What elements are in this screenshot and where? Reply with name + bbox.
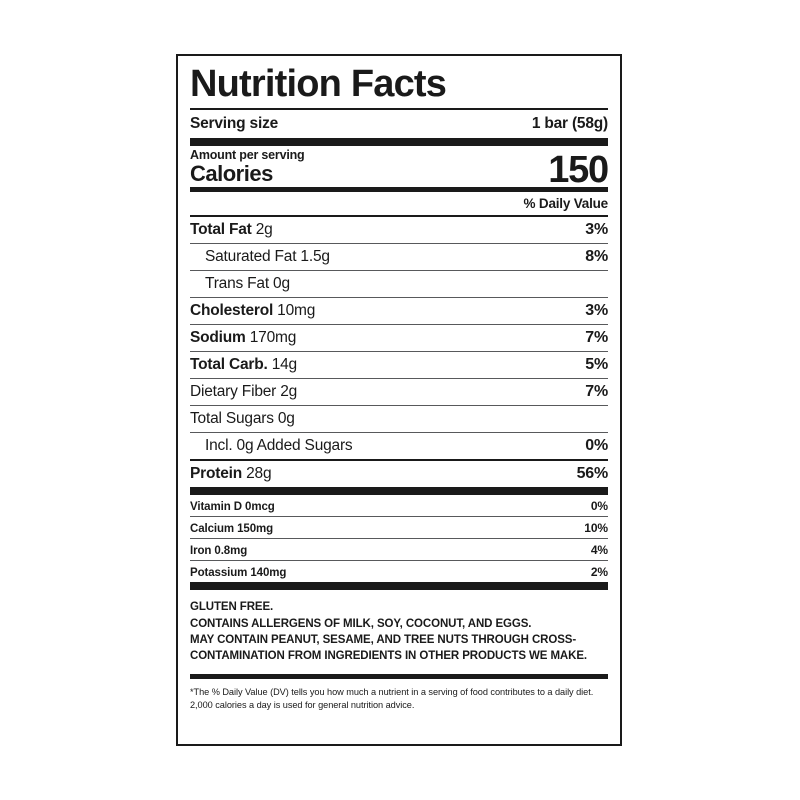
nutrient-row-divider — [190, 243, 608, 245]
serving-size-value: 1 bar (58g) — [531, 114, 608, 132]
nutrient-row-divider — [190, 297, 608, 299]
nutrient-name: Cholesterol 10mg — [190, 302, 316, 320]
footnote-line: *The % Daily Value (DV) tells you how mu… — [190, 686, 594, 697]
serving-size-label: Serving size — [190, 114, 279, 132]
nutrient-row-divider — [190, 459, 608, 462]
footnote-line: 2,000 calories a day is used for general… — [190, 700, 415, 711]
nutrient-name: Total Carb. 14g — [190, 356, 297, 374]
nutrient-daily-value: 7% — [585, 329, 608, 347]
nutrient-row-divider — [190, 405, 608, 407]
nutrient-row: Dietary Fiber 2g 7% — [190, 379, 608, 405]
vitamin-name: Iron 0.8mg — [190, 544, 248, 557]
vitamin-row-divider — [190, 538, 608, 540]
vitamin-daily-value: 4% — [590, 542, 608, 557]
nutrient-row: Protein 28g 56% — [190, 461, 608, 487]
calories-row: Amount per serving Calories 150 — [190, 146, 609, 192]
nutrient-row: Trans Fat 0g — [190, 271, 608, 297]
nutrient-row: Cholesterol 10mg 3% — [190, 298, 608, 324]
vitamin-name: Calcium 150mg — [190, 522, 274, 535]
vitamin-daily-value: 0% — [590, 498, 608, 513]
nutrient-row: Total Carb. 14g 5% — [190, 352, 608, 378]
allergen-line: CONTAINS ALLERGENS OF MILK, SOY, COCONUT… — [190, 617, 532, 630]
nutrient-row-divider — [190, 432, 608, 434]
nutrient-name: Total Fat 2g — [190, 221, 273, 239]
vitamin-row-divider — [190, 516, 608, 518]
vitamin-row: Calcium 150mg 10% — [190, 517, 608, 538]
nutrient-row-divider — [190, 270, 608, 272]
amount-per-serving-label: Amount per serving — [190, 147, 305, 162]
nutrient-daily-value: 7% — [585, 383, 608, 401]
allergen-line: MAY CONTAIN PEANUT, SESAME, AND TREE NUT… — [190, 634, 577, 647]
nutrient-row-divider — [190, 351, 608, 353]
divider-under-vitamins — [190, 582, 608, 591]
calories-label: Calories — [190, 161, 273, 187]
nutrient-name: Dietary Fiber 2g — [190, 383, 298, 401]
nutrient-name: Total Sugars 0g — [190, 410, 295, 428]
vitamin-row-divider — [190, 560, 608, 562]
divider-under-calories — [190, 187, 608, 193]
nutrient-daily-value: 8% — [585, 248, 608, 266]
divider-above-vitamins — [190, 487, 608, 496]
vitamin-row: Vitamin D 0mcg 0% — [190, 495, 608, 516]
nutrient-row-divider — [190, 378, 608, 380]
vitamin-row: Potassium 140mg 2% — [190, 561, 608, 582]
daily-value-footnote: *The % Daily Value (DV) tells you how mu… — [190, 679, 608, 713]
divider-above-calories — [190, 137, 608, 146]
nutrient-row: Total Fat 2g 3% — [190, 217, 608, 243]
nutrient-name: Incl. 0g Added Sugars — [205, 437, 353, 455]
divider-under-dv-header — [190, 215, 608, 218]
divider-above-footnote — [190, 673, 608, 679]
nutrient-row-divider — [190, 324, 608, 326]
vitamin-daily-value: 2% — [590, 564, 608, 579]
calories-value: 150 — [548, 149, 609, 192]
calories-left-group: Amount per serving Calories — [190, 147, 305, 187]
vitamin-list: Vitamin D 0mcg 0% Calcium 150mg 10% Iron 0.8… — [190, 495, 608, 582]
vitamin-row: Iron 0.8mg 4% — [190, 539, 608, 560]
nutrient-name: Sodium 170mg — [190, 329, 297, 347]
nutrient-daily-value: 56% — [576, 465, 609, 483]
nutrient-daily-value: 3% — [585, 302, 608, 320]
nutrient-name: Protein 28g — [190, 465, 272, 483]
nutrient-daily-value: 0% — [585, 437, 608, 455]
vitamin-name: Vitamin D 0mcg — [190, 500, 275, 513]
daily-value-header: % Daily Value — [523, 196, 609, 212]
nutrient-name: Saturated Fat 1.5g — [205, 248, 330, 266]
nutrition-facts-panel: Nutrition Facts Serving size 1 bar (58g)… — [176, 54, 622, 746]
allergen-statement: GLUTEN FREE. CONTAINS ALLERGENS OF MILK, … — [190, 590, 608, 673]
nutrient-row: Incl. 0g Added Sugars 0% — [190, 433, 608, 459]
allergen-line: CONTAMINATION FROM INGREDIENTS IN OTHER … — [190, 650, 588, 663]
divider-under-title — [190, 107, 608, 110]
nutrient-daily-value: 3% — [585, 221, 608, 239]
nutrient-row: Saturated Fat 1.5g 8% — [190, 244, 608, 270]
vitamin-name: Potassium 140mg — [190, 566, 287, 579]
nutrient-row: Total Sugars 0g — [190, 406, 608, 432]
nutrient-daily-value: 5% — [585, 356, 608, 374]
serving-size-row: Serving size 1 bar (58g) — [190, 110, 608, 138]
allergen-line: GLUTEN FREE. — [190, 601, 274, 614]
nutrient-row: Sodium 170mg 7% — [190, 325, 608, 351]
page-title: Nutrition Facts — [190, 63, 447, 105]
nutrient-list: Total Fat 2g 3% Saturated Fat 1.5g 8% Trans … — [190, 217, 608, 487]
nutrient-name: Trans Fat 0g — [205, 275, 290, 293]
vitamin-daily-value: 10% — [584, 520, 608, 535]
